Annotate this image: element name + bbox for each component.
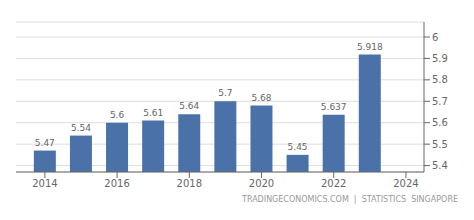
svg-text:6: 6 [432,32,438,43]
svg-text:5.9: 5.9 [432,53,448,64]
svg-text:5.8: 5.8 [432,74,448,85]
svg-text:5.45: 5.45 [288,142,308,152]
svg-text:2018: 2018 [177,178,202,189]
svg-text:5.68: 5.68 [251,93,271,103]
svg-text:2024: 2024 [393,178,418,189]
svg-text:2014: 2014 [32,178,57,189]
svg-text:5.64: 5.64 [179,101,199,111]
svg-text:5.4: 5.4 [432,160,448,171]
svg-text:2016: 2016 [104,178,129,189]
svg-text:5.7: 5.7 [432,96,448,107]
svg-text:5.54: 5.54 [71,123,91,133]
svg-text:5.6: 5.6 [110,110,125,120]
html-text:TRADINGECONOMICS.COM | STATIST: TRADINGECONOMICS.COM | STATISTICS SINGAP… [242,195,458,204]
svg-text:5.6: 5.6 [432,117,448,128]
svg-text:2022: 2022 [321,178,346,189]
svg-text:2020: 2020 [249,178,274,189]
svg-text:5.7: 5.7 [218,88,232,98]
svg-text:5.61: 5.61 [143,108,163,118]
svg-text:5.5: 5.5 [432,139,448,150]
svg-text:5.637: 5.637 [321,102,347,112]
svg-text:5.918: 5.918 [357,42,383,52]
svg-text:5.47: 5.47 [35,138,55,148]
